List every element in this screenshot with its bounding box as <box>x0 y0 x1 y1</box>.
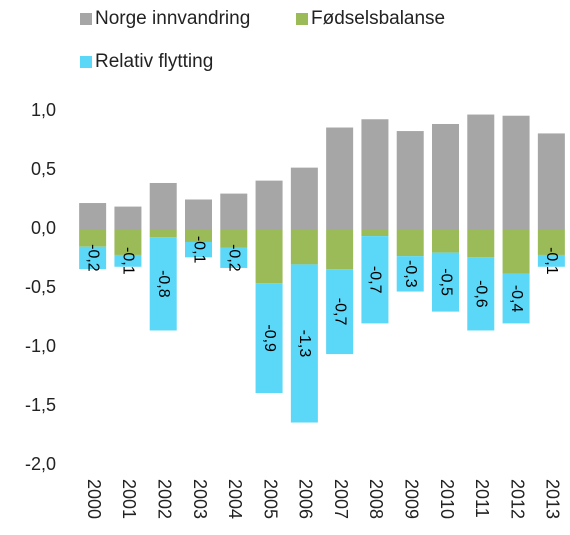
bar <box>114 229 142 255</box>
legend-label: Relativ flytting <box>95 51 213 72</box>
data-label: -0,3 <box>402 260 419 288</box>
data-label: -0,7 <box>331 298 348 326</box>
bar <box>220 229 248 248</box>
y-tick-label: -1,0 <box>25 336 56 356</box>
bar <box>502 229 530 274</box>
x-tick-label: 2005 <box>260 479 280 519</box>
bar <box>432 229 459 253</box>
data-label: -0,6 <box>473 280 490 308</box>
bar <box>502 115 530 229</box>
bar <box>185 199 212 229</box>
bar <box>220 193 248 229</box>
bar <box>467 229 495 258</box>
x-tick-label: 2007 <box>331 479 351 519</box>
bar <box>114 206 142 229</box>
bar <box>185 241 212 258</box>
bar <box>290 264 318 423</box>
data-label: -0,1 <box>543 247 560 275</box>
y-tick-label: 1,0 <box>31 100 56 120</box>
data-label: -0,4 <box>508 285 525 313</box>
bar <box>290 167 318 229</box>
bar <box>432 252 459 312</box>
data-label: -0,9 <box>261 324 278 352</box>
bar <box>326 127 354 229</box>
bar <box>537 254 565 267</box>
data-label: -1,3 <box>296 330 313 358</box>
bar <box>361 236 389 324</box>
y-tick-label: -2,0 <box>25 454 56 474</box>
x-tick-label: 2006 <box>296 479 316 519</box>
bar <box>467 257 495 331</box>
bar <box>220 247 248 268</box>
y-tick-label: -0,5 <box>25 277 56 297</box>
x-tick-label: 2003 <box>190 479 210 519</box>
data-label: -0,2 <box>84 244 101 272</box>
bar <box>467 114 495 229</box>
x-tick-label: 2011 <box>472 479 492 518</box>
bar <box>255 180 283 229</box>
data-label: -0,1 <box>120 247 137 275</box>
legend-swatch <box>80 13 92 25</box>
data-label: -0,7 <box>367 266 384 294</box>
bar <box>185 229 212 242</box>
x-tick-label: 2000 <box>84 479 104 519</box>
legend-swatch <box>296 13 308 25</box>
bar <box>290 229 318 265</box>
bar <box>79 229 107 247</box>
bar <box>326 229 354 270</box>
bar <box>502 273 530 324</box>
x-tick-label: 2012 <box>507 479 527 519</box>
data-label: -0,8 <box>155 270 172 298</box>
x-tick-label: 2001 <box>119 479 139 519</box>
data-label: -0,1 <box>190 236 207 264</box>
bar <box>149 229 177 238</box>
bar <box>149 237 177 331</box>
y-tick-label: 0,0 <box>31 218 56 238</box>
bar <box>114 254 142 267</box>
bar <box>537 229 565 255</box>
bar <box>537 133 565 229</box>
x-tick-label: 2008 <box>366 479 386 519</box>
x-tick-label: 2013 <box>543 479 563 519</box>
bar <box>255 229 283 284</box>
bar <box>79 203 107 229</box>
x-tick-label: 2002 <box>154 479 174 519</box>
y-tick-label: 0,5 <box>31 159 56 179</box>
bar <box>396 131 424 229</box>
legend-swatch <box>80 56 92 68</box>
data-label: -0,2 <box>226 244 243 272</box>
bar <box>432 123 459 229</box>
bar <box>79 246 107 270</box>
bar <box>396 256 424 292</box>
bar <box>149 182 177 229</box>
legend-label: Fødselsbalanse <box>311 8 445 29</box>
bar <box>326 269 354 355</box>
bar <box>396 229 424 257</box>
x-tick-label: 2010 <box>437 479 457 519</box>
x-tick-label: 2009 <box>401 479 421 519</box>
legend-label: Norge innvandring <box>95 8 250 29</box>
x-tick-label: 2004 <box>225 479 245 519</box>
bar <box>255 283 283 394</box>
y-tick-label: -1,5 <box>25 395 56 415</box>
bar <box>361 229 389 237</box>
bar <box>361 119 389 229</box>
data-label: -0,5 <box>437 268 454 296</box>
